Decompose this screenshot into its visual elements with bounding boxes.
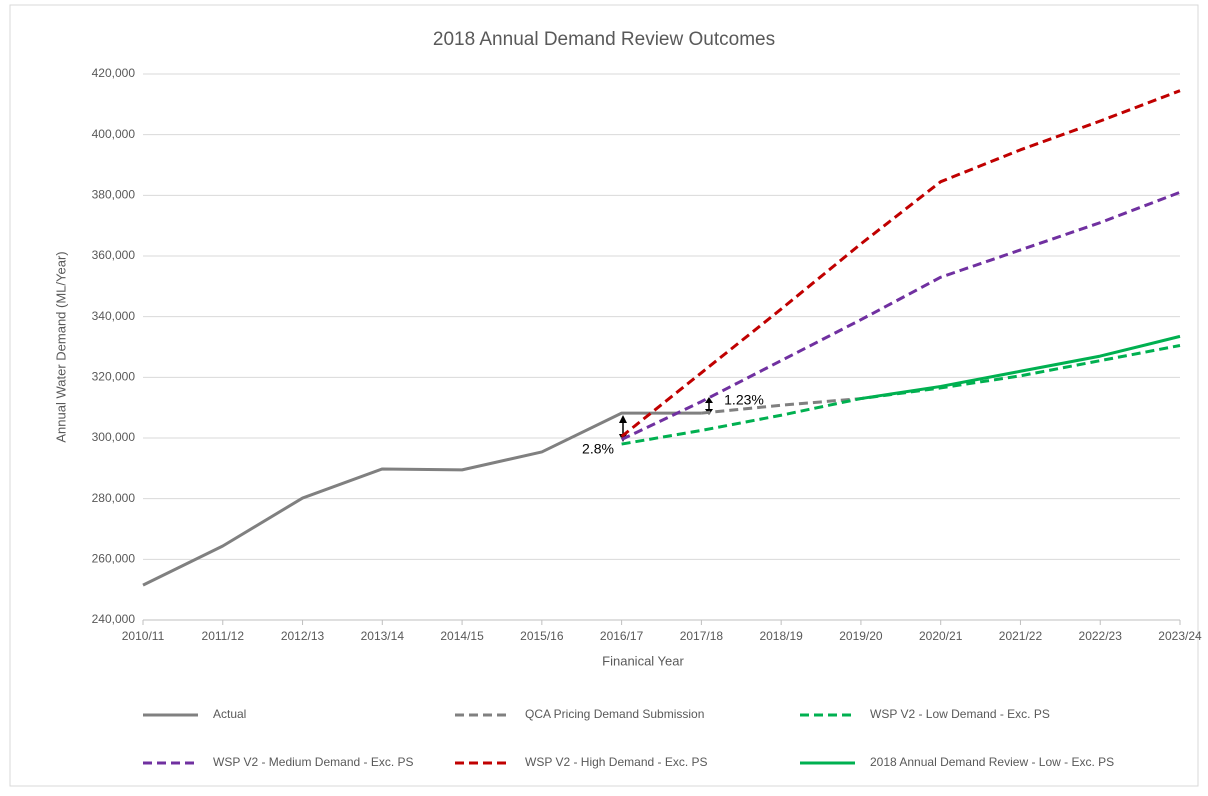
x-tick-label: 2023/24	[1158, 629, 1202, 643]
chart-title: 2018 Annual Demand Review Outcomes	[433, 29, 775, 50]
y-tick-label: 380,000	[92, 188, 136, 202]
x-tick-label: 2011/12	[202, 629, 245, 643]
y-tick-label: 360,000	[92, 248, 136, 262]
y-axis-title: Annual Water Demand (ML/Year)	[53, 251, 68, 442]
series-line	[620, 190, 1181, 441]
chart-frame	[9, 4, 1199, 787]
x-tick-label: 2014/15	[440, 629, 484, 643]
legend-label: WSP V2 - Medium Demand - Exc. PS	[213, 755, 414, 769]
y-tick-label: 420,000	[92, 66, 136, 80]
x-tick-label: 2013/14	[361, 629, 405, 643]
x-tick-label: 2022/23	[1079, 629, 1123, 643]
x-tick-label: 2016/17	[600, 629, 644, 643]
legend-label: QCA Pricing Demand Submission	[525, 707, 704, 721]
x-tick-label: 2018/19	[759, 629, 803, 643]
legend-label: WSP V2 - High Demand - Exc. PS	[525, 755, 708, 769]
y-tick-label: 300,000	[92, 430, 136, 444]
series-line	[142, 411, 702, 587]
x-tick-label: 2012/13	[281, 629, 325, 643]
legend-label: WSP V2 - Low Demand - Exc. PS	[870, 707, 1050, 721]
y-tick-label: 260,000	[92, 552, 136, 566]
legend-label: 2018 Annual Demand Review - Low - Exc. P…	[870, 755, 1114, 769]
y-tick-label: 240,000	[92, 612, 136, 626]
x-tick-label: 2020/21	[919, 629, 963, 643]
x-tick-label: 2019/20	[839, 629, 883, 643]
y-tick-label: 280,000	[92, 491, 136, 505]
annotation: 2.8%	[582, 441, 614, 457]
series-line	[701, 397, 862, 415]
series-line	[620, 89, 1181, 438]
y-tick-label: 340,000	[92, 309, 136, 323]
y-tick-label: 320,000	[92, 370, 136, 384]
x-tick-label: 2010/11	[122, 629, 165, 643]
x-tick-label: 2021/22	[999, 629, 1043, 643]
x-tick-label: 2017/18	[680, 629, 724, 643]
legend-label: Actual	[213, 707, 246, 721]
annotation: 1.23%	[724, 392, 764, 408]
x-tick-label: 2015/16	[520, 629, 564, 643]
x-axis-title: Finanical Year	[602, 653, 684, 668]
series-line	[860, 334, 1181, 401]
y-tick-label: 400,000	[92, 127, 136, 141]
